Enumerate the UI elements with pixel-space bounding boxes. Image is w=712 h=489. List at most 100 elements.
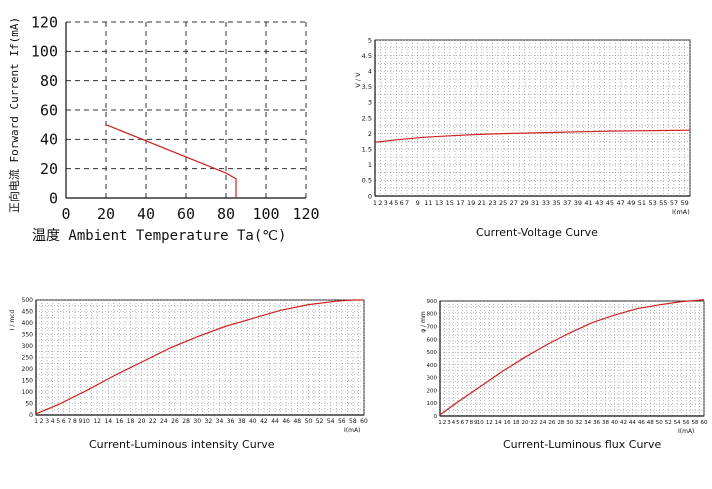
x-tick-label: 7: [405, 199, 409, 207]
x-axis-label: I(mA): [672, 208, 690, 216]
x-tick-label: 41: [584, 199, 592, 207]
x-tick-label: 30: [193, 418, 201, 425]
x-tick-label: 16: [504, 420, 511, 426]
series-line: [439, 299, 705, 416]
y-tick-label: 50: [25, 401, 33, 408]
x-tick-label: 49: [627, 199, 635, 207]
x-tick-label: 32: [575, 420, 582, 426]
x-axis-label: I(mA): [344, 427, 360, 434]
x-tick-label: 26: [548, 420, 555, 426]
x-tick-label: 12: [486, 420, 493, 426]
series-line: [374, 129, 691, 143]
x-tick-label: 80: [217, 205, 235, 223]
chart-title: Current-Luminous intensity Curve: [89, 438, 275, 451]
x-tick-label: 47: [616, 199, 624, 207]
x-tick-label: 9: [79, 418, 83, 425]
x-tick-label: 46: [638, 420, 645, 426]
x-tick-label: 10: [477, 420, 484, 426]
x-tick-label: 9: [474, 420, 478, 426]
x-tick-label: 60: [701, 420, 708, 426]
series-line: [105, 124, 237, 198]
y-axis-label: V / V: [354, 72, 362, 88]
x-tick-label: 9: [416, 199, 420, 207]
x-tick-label: 4: [389, 199, 393, 207]
x-tick-label: 40: [611, 420, 618, 426]
y-tick-label: 4: [368, 67, 372, 75]
y-tick-label: 2.5: [362, 114, 372, 122]
x-tick-label: 44: [629, 420, 636, 426]
y-tick-label: 200: [427, 388, 438, 394]
x-tick-label: 32: [205, 418, 213, 425]
x-tick-label: 28: [182, 418, 190, 425]
x-tick-label: 30: [566, 420, 573, 426]
x-tick-label: 38: [602, 420, 609, 426]
x-tick-label: 40: [249, 418, 257, 425]
chart-temperature-derating-svg: 0 20 40 60 80 100 120 0 20 40 60 80 100 120 温度 Ambient…: [7, 13, 320, 244]
x-tick-label: 18: [513, 420, 520, 426]
y-tick-label: 600: [427, 337, 438, 343]
x-tick-label: 19: [467, 199, 475, 207]
x-tick-label: 22: [530, 420, 537, 426]
x-axis-label: I(mA): [678, 428, 694, 435]
chart-current-voltage-svg: 1 2 3 4 5 6 7 9 11 13 15 17 19 21 23 25 27 29 31 33 35 37 39 41…: [354, 36, 691, 216]
x-tick-label: 37: [563, 199, 571, 207]
y-tick-label: 500: [427, 350, 438, 356]
x-tick-label: 23: [488, 199, 496, 207]
x-tick-label: 55: [659, 199, 667, 207]
x-tick-label: 12: [93, 418, 101, 425]
x-tick-label: 34: [216, 418, 224, 425]
x-axis-label: 温度 Ambient Temperature Ta(℃): [32, 228, 286, 244]
x-tick-label: 50: [305, 418, 313, 425]
x-tick-label: 5: [56, 418, 60, 425]
x-tick-label: 17: [456, 199, 464, 207]
chart-current-luminous-intensity-svg: 1 2 3 4 5 6 7 8 9 10 12 14 16 18 20 22 24 26 28 30 32 34 36 38 4…: [9, 297, 368, 434]
y-tick-label: 300: [427, 376, 438, 382]
y-axis-label: I / mcd: [9, 310, 16, 331]
x-tick-label: 2: [378, 199, 382, 207]
x-tick-label: 3: [447, 420, 451, 426]
x-tick-label: 56: [683, 420, 690, 426]
x-tick-label: 26: [171, 418, 179, 425]
x-tick-label: 10: [82, 418, 90, 425]
x-tick-label: 60: [177, 205, 195, 223]
y-tick-label: 60: [40, 101, 58, 119]
x-tick-label: 54: [327, 418, 335, 425]
y-tick-label: 100: [22, 389, 34, 396]
y-tick-label: 20: [40, 160, 58, 178]
plot-frame: [35, 299, 365, 416]
x-tick-label: 18: [127, 418, 135, 425]
x-tick-label: 46: [282, 418, 290, 425]
x-tick-label: 52: [665, 420, 672, 426]
x-tick-label: 29: [520, 199, 528, 207]
x-tick-label: 4: [452, 420, 456, 426]
x-tick-label: 33: [542, 199, 550, 207]
y-tick-label: 800: [427, 312, 438, 318]
y-tick-label: 0.5: [362, 177, 372, 185]
x-tick-label: 52: [316, 418, 324, 425]
x-tick-label: 42: [620, 420, 627, 426]
y-tick-label: 3: [368, 99, 372, 107]
x-tick-label: 100: [252, 205, 279, 223]
y-tick-label: 400: [427, 363, 438, 369]
x-tick-label: 8: [73, 418, 77, 425]
x-tick-label: 20: [138, 418, 146, 425]
y-tick-label: 3.5: [362, 83, 372, 91]
y-tick-label: 500: [22, 297, 34, 304]
chart-current-luminous-flux: 1 2 3 4 5 6 7 8 9 10 12 14 16 18 20 22 24 26 28 30 32 34 36 38 4…: [420, 292, 712, 482]
x-tick-label: 1: [438, 420, 442, 426]
x-tick-label: 48: [293, 418, 301, 425]
y-tick-label: 700: [427, 324, 438, 330]
x-tick-label: 120: [292, 205, 319, 223]
x-tick-label: 16: [116, 418, 124, 425]
x-tick-label: 6: [461, 420, 465, 426]
x-tick-label: 6: [62, 418, 66, 425]
x-tick-label: 27: [510, 199, 518, 207]
x-tick-label: 34: [584, 420, 591, 426]
y-tick-label: 0: [49, 189, 58, 207]
x-tick-label: 44: [271, 418, 279, 425]
y-tick-label: 200: [22, 366, 34, 373]
y-tick-label: 450: [22, 309, 34, 316]
chart-title: Current-Voltage Curve: [476, 226, 598, 239]
x-tick-label: 39: [574, 199, 582, 207]
y-tick-label: 100: [427, 401, 438, 407]
